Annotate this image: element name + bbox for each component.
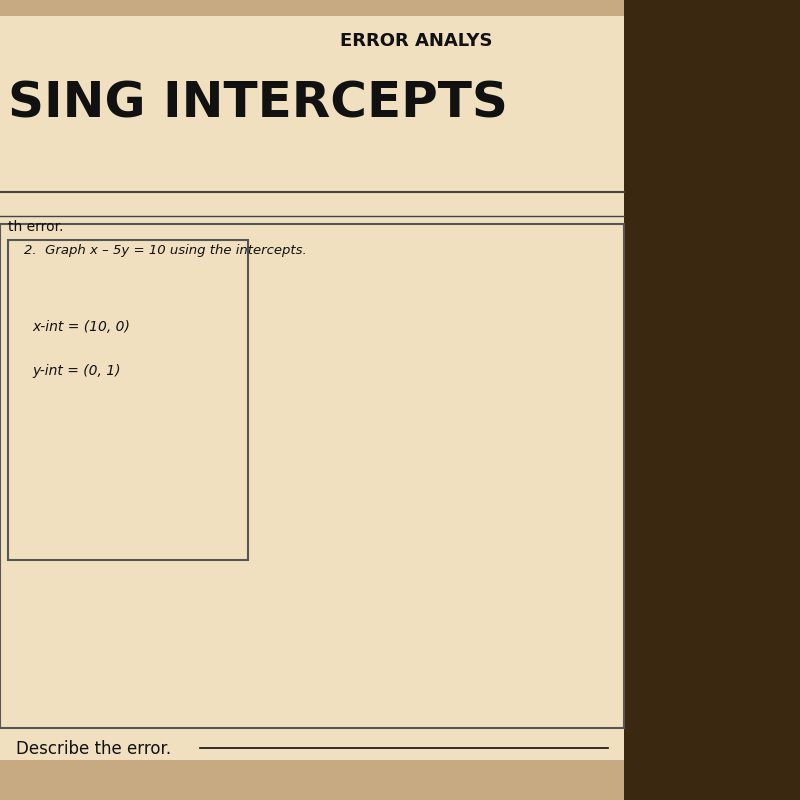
Text: Describe the error.: Describe the error. xyxy=(16,740,171,758)
Text: 2.  Graph x – 5y = 10 using the intercepts.: 2. Graph x – 5y = 10 using the intercept… xyxy=(24,244,306,257)
Text: 10: 10 xyxy=(586,509,600,519)
Text: 2: 2 xyxy=(426,445,433,455)
Text: 8: 8 xyxy=(426,318,433,329)
Text: -10: -10 xyxy=(415,698,433,708)
Text: 6: 6 xyxy=(426,361,433,370)
Text: y-int = (0, 1): y-int = (0, 1) xyxy=(32,364,121,378)
Text: 4: 4 xyxy=(426,403,433,413)
Text: -8: -8 xyxy=(310,509,321,519)
Text: -4: -4 xyxy=(372,509,382,519)
Text: -2: -2 xyxy=(422,530,433,539)
Text: -10: -10 xyxy=(276,509,294,519)
Text: -4: -4 xyxy=(422,571,433,582)
Text: 2: 2 xyxy=(466,509,473,519)
Text: -8: -8 xyxy=(422,656,433,666)
Text: 6: 6 xyxy=(528,509,534,519)
Text: SING INTERCEPTS: SING INTERCEPTS xyxy=(8,80,508,128)
Text: -2: -2 xyxy=(402,509,414,519)
Text: th error.: th error. xyxy=(8,220,63,234)
Text: 10: 10 xyxy=(419,276,433,286)
Text: 8: 8 xyxy=(558,509,566,519)
Text: -6: -6 xyxy=(422,614,433,624)
Text: -6: -6 xyxy=(341,509,352,519)
Text: ERROR ANALYS: ERROR ANALYS xyxy=(340,32,492,50)
Text: 4: 4 xyxy=(497,509,504,519)
Text: x-int = (10, 0): x-int = (10, 0) xyxy=(32,320,130,334)
